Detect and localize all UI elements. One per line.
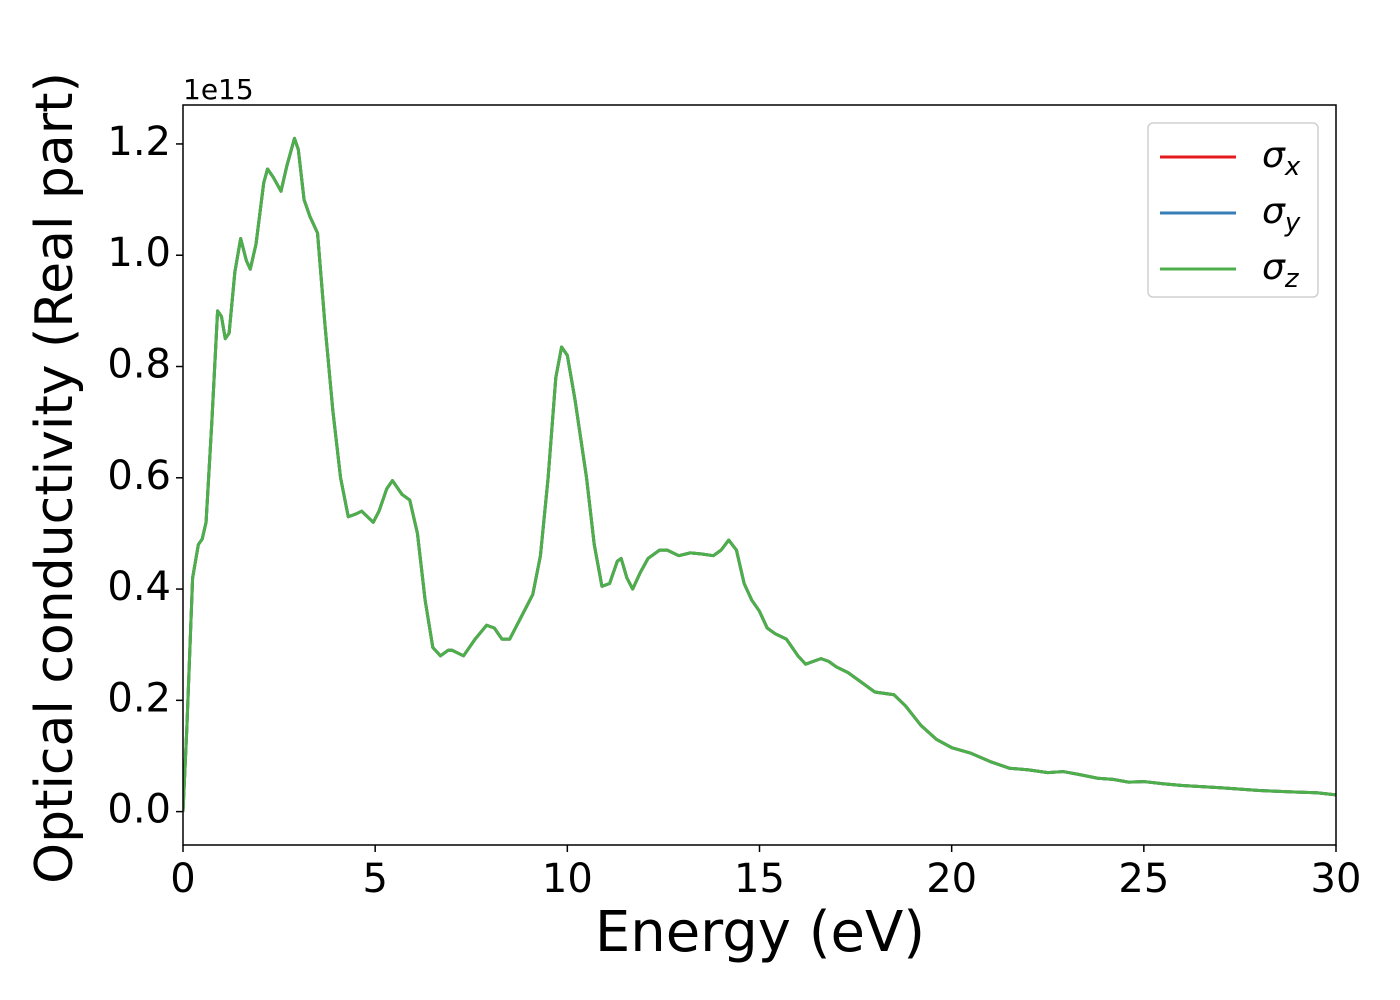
x-axis-label: Energy (eV) <box>595 900 925 965</box>
x-tick-label: 30 <box>1311 856 1362 902</box>
legend-label: σy <box>1262 191 1301 238</box>
line-series <box>183 136 1336 812</box>
x-tick-label: 10 <box>542 856 593 902</box>
y-tick-label: 0.0 <box>107 787 171 833</box>
y-tick-label: 1.0 <box>107 230 171 276</box>
y-tick-label: 0.6 <box>107 453 171 499</box>
y-tick-label: 1.2 <box>107 119 171 165</box>
x-tick-label: 25 <box>1118 856 1169 902</box>
x-tick-label: 5 <box>362 856 387 902</box>
y-axis-label: Optical conductivity (Real part) <box>25 72 85 884</box>
plot-frame <box>182 104 1337 846</box>
x-tick-label: 15 <box>734 856 785 902</box>
legend-label: σx <box>1262 135 1301 182</box>
y-tick-label: 0.2 <box>107 675 171 721</box>
y-tick-label: 0.8 <box>107 342 171 388</box>
y-tick-label: 0.4 <box>107 564 171 610</box>
y-offset-label: 1e15 <box>183 73 254 106</box>
legend-label: σz <box>1262 247 1300 294</box>
legend-box <box>1147 122 1319 298</box>
x-tick-label: 0 <box>170 856 195 902</box>
x-tick-label: 20 <box>926 856 977 902</box>
